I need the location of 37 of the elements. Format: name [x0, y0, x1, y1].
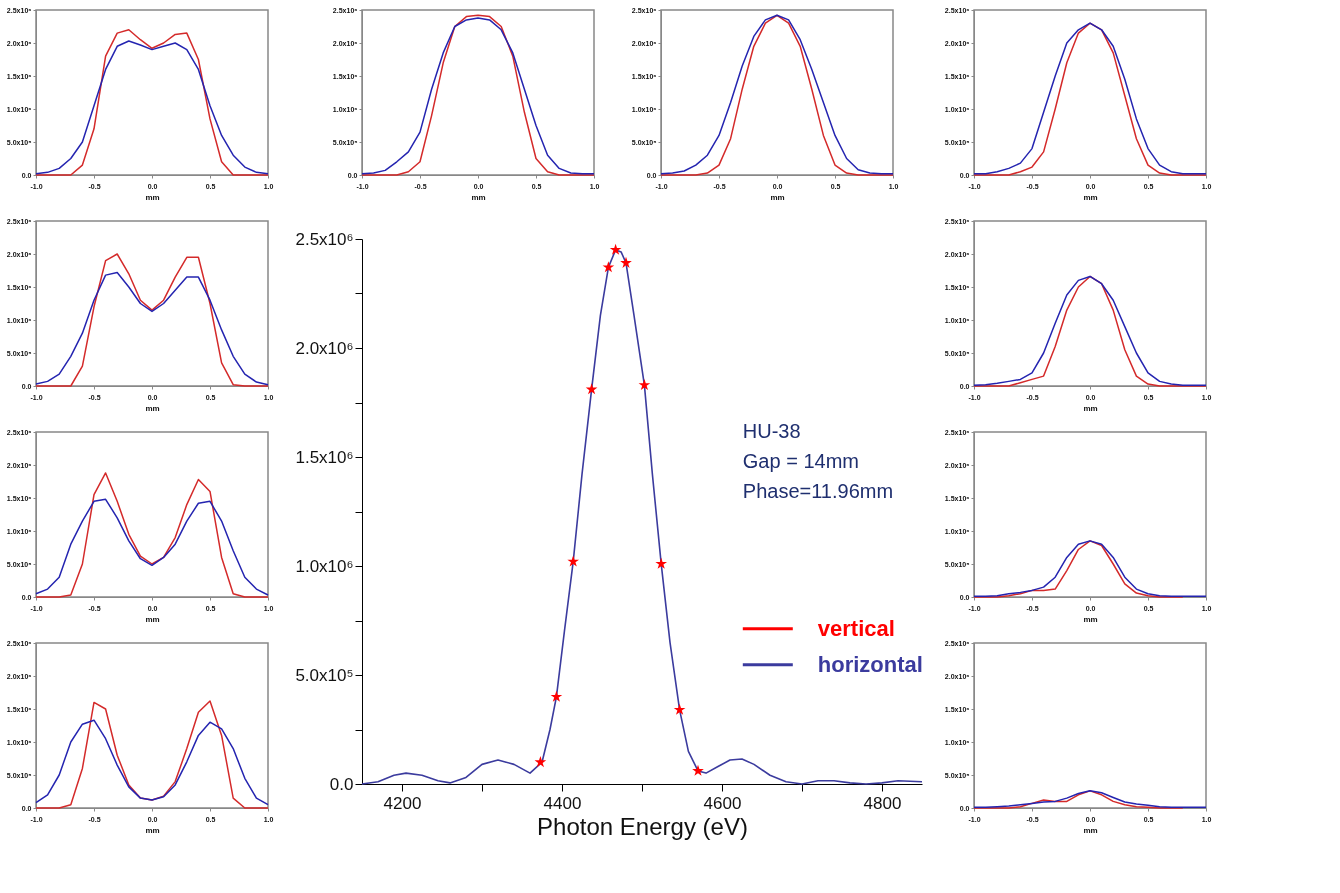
point	[655, 557, 668, 569]
point	[638, 378, 651, 391]
x-axis-title: mm	[770, 192, 785, 202]
legend-label: vertical	[817, 615, 895, 641]
y-tick-label: 0.0	[329, 774, 354, 794]
x-axis-title: mm	[145, 614, 160, 624]
y-tick-label: 1.5x10⁶	[295, 447, 354, 467]
point	[585, 383, 598, 395]
y-tick-label: 5.0x10⁵	[295, 665, 354, 685]
legend-label: horizontal	[817, 651, 923, 677]
x-axis-title: mm	[145, 825, 160, 835]
point	[673, 703, 686, 715]
point	[609, 243, 622, 255]
x-tick-label: 4800	[863, 793, 902, 813]
x-axis-title: Photon Energy (eV)	[537, 812, 748, 840]
x-axis-title: mm	[1083, 192, 1098, 202]
x-axis-title: mm	[471, 192, 486, 202]
x-axis-title: mm	[145, 403, 160, 413]
point	[692, 764, 704, 776]
point	[620, 256, 632, 268]
point	[567, 555, 580, 567]
point	[550, 690, 563, 702]
point	[602, 261, 615, 273]
x-axis-title: mm	[1083, 614, 1098, 624]
y-tick-label: 2.5x10⁶	[295, 229, 354, 249]
point	[534, 756, 547, 768]
x-tick-label: 4200	[383, 793, 422, 813]
x-axis-title: mm	[145, 192, 160, 202]
y-tick-label: 2.0x10⁶	[295, 338, 354, 358]
annotation: HU-38	[742, 419, 801, 442]
x-tick-label: 4400	[543, 793, 582, 813]
annotation: Gap = 14mm	[742, 449, 859, 472]
y-tick-label: 1.0x10⁶	[295, 556, 354, 576]
x-axis-title: mm	[1083, 403, 1098, 413]
x-tick-label: 4600	[703, 793, 742, 813]
x-axis-title: mm	[1083, 825, 1098, 835]
annotation: Phase=11.96mm	[742, 479, 894, 502]
